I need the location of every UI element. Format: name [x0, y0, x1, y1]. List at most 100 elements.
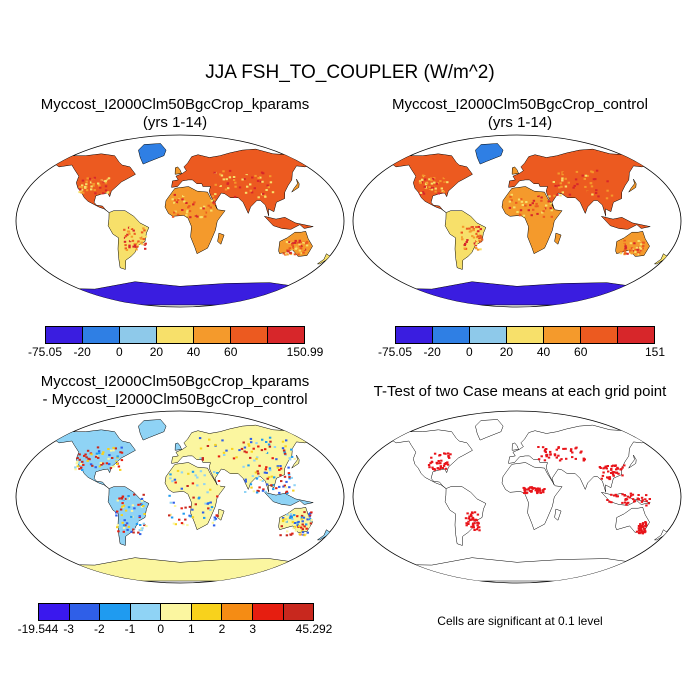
continent-indonesia [263, 215, 314, 230]
colorbar-swatch [46, 327, 83, 343]
continent-antarctica [50, 281, 310, 306]
colorbar-tick-label: 45.292 [295, 622, 333, 636]
colorbar-tick-label: 20 [149, 345, 164, 359]
colorbar-tick-label: 0 [115, 345, 123, 359]
continent-eurasia [508, 148, 652, 217]
continent-madagascar [554, 232, 562, 245]
colorbar-swatch [507, 327, 544, 343]
colorbar-swatch [157, 327, 194, 343]
panel-4-title-line1: T-Test of two Case means at each grid po… [373, 383, 667, 400]
panel-1-title: Myccost_I2000Clm50BgcCrop_kparams (yrs 1… [20, 96, 330, 132]
colorbar-swatch [231, 327, 268, 343]
colorbar-kparams [45, 326, 305, 344]
colorbar-swatch [252, 604, 284, 620]
colorbar-tick-label: 40 [536, 345, 551, 359]
continent-antarctica [387, 557, 647, 582]
colorbar-tick-label: -2 [93, 622, 105, 636]
continent-uk [174, 442, 182, 451]
panel-2-title-line1: Myccost_I2000Clm50BgcCrop_control [392, 96, 648, 113]
continent-japan [291, 454, 300, 469]
colorbar-tick-label: -75.05 [377, 345, 413, 359]
significance-note: Cells are significant at 0.1 level [437, 614, 603, 628]
colorbar-swatch [268, 327, 304, 343]
colorbar-tick-label: 60 [574, 345, 588, 359]
colorbar-tick-label: 151 [644, 345, 666, 359]
colorbar-swatch [581, 327, 618, 343]
colorbar-tick-label: -20 [73, 345, 91, 359]
colorbar-tick-label: -20 [423, 345, 441, 359]
continent-africa [164, 462, 226, 531]
continent-madagascar [554, 508, 562, 521]
continent-samerica [444, 210, 487, 270]
colorbar-swatch [100, 604, 131, 620]
colorbar-tick-label: 0 [465, 345, 473, 359]
continent-uk [174, 166, 182, 175]
panel-2-title-line2: (yrs 1-14) [487, 114, 553, 131]
continent-samerica [444, 486, 487, 546]
colorbar-swatch [283, 604, 314, 620]
colorbar-swatch [83, 327, 120, 343]
colorbar-tick-label: 3 [249, 622, 256, 636]
continent-japan [628, 454, 637, 469]
colorbar-tick-label: 20 [499, 345, 514, 359]
figure-title: JJA FSH_TO_COUPLER (W/m^2) [205, 62, 495, 83]
colorbar-tick-label: 1 [187, 622, 195, 636]
map-difference [15, 410, 345, 584]
colorbar-tick-label: -75.05 [27, 345, 63, 359]
continent-greenland [138, 143, 167, 165]
continent-greenland [475, 419, 504, 441]
colorbar-tick-label: -19.544 [17, 622, 59, 636]
continent-greenland [138, 419, 167, 441]
panel-3-title-line1: Myccost_I2000Clm50BgcCrop_kparams [40, 373, 310, 390]
colorbar-swatch [470, 327, 507, 343]
colorbar-swatch [433, 327, 470, 343]
continent-uk [511, 442, 519, 451]
panel-1-title-line1: Myccost_I2000Clm50BgcCrop_kparams [40, 96, 310, 113]
continent-eurasia [171, 424, 315, 493]
colorbar-tick-label: -3 [63, 622, 74, 636]
colorbar-swatch [544, 327, 581, 343]
panel-1-title-line2: (yrs 1-14) [142, 114, 208, 131]
continent-eurasia [508, 424, 652, 493]
panel-2-title: Myccost_I2000Clm50BgcCrop_control (yrs 1… [365, 96, 675, 132]
colorbar-tick-label: 150.99 [286, 345, 324, 359]
colorbar-tick-label: 0 [157, 622, 164, 636]
continent-japan [628, 178, 637, 193]
continent-japan [291, 178, 300, 193]
colorbar-swatch [618, 327, 654, 343]
continent-eurasia [171, 148, 315, 217]
continent-uk [511, 166, 519, 175]
colorbar-tick-label: -1 [124, 622, 136, 636]
panel-3-title-line2: - Myccost_I2000Clm50BgcCrop_control [42, 391, 308, 408]
colorbar-tick-label: 40 [186, 345, 201, 359]
colorbar-difference [38, 603, 314, 621]
map-control [352, 134, 682, 308]
map-kparams [15, 134, 345, 308]
colorbar-swatch [194, 327, 231, 343]
continent-namerica [390, 429, 473, 489]
panel-4-title: T-Test of two Case means at each grid po… [355, 383, 685, 401]
colorbar-swatch [161, 604, 192, 620]
colorbar-swatch [222, 604, 253, 620]
colorbar-swatch [39, 604, 70, 620]
colorbar-tick-label: 2 [218, 622, 226, 636]
continent-madagascar [217, 232, 225, 245]
continent-indonesia [263, 491, 314, 506]
colorbar-swatch [130, 604, 162, 620]
continent-madagascar [217, 508, 225, 521]
continent-indonesia [600, 215, 651, 230]
continent-antarctica [387, 281, 647, 306]
colorbar-swatch [120, 327, 157, 343]
continent-greenland [475, 143, 504, 165]
colorbar-tick-label: 60 [224, 345, 238, 359]
colorbar-swatch [396, 327, 433, 343]
continent-namerica [53, 429, 136, 489]
colorbar-control [395, 326, 655, 344]
map-ttest [352, 410, 682, 584]
colorbar-swatch [69, 604, 101, 620]
colorbar-swatch [191, 604, 223, 620]
panel-3-title: Myccost_I2000Clm50BgcCrop_kparams - Mycc… [20, 373, 330, 409]
continent-antarctica [50, 557, 310, 582]
continent-africa [164, 186, 226, 255]
